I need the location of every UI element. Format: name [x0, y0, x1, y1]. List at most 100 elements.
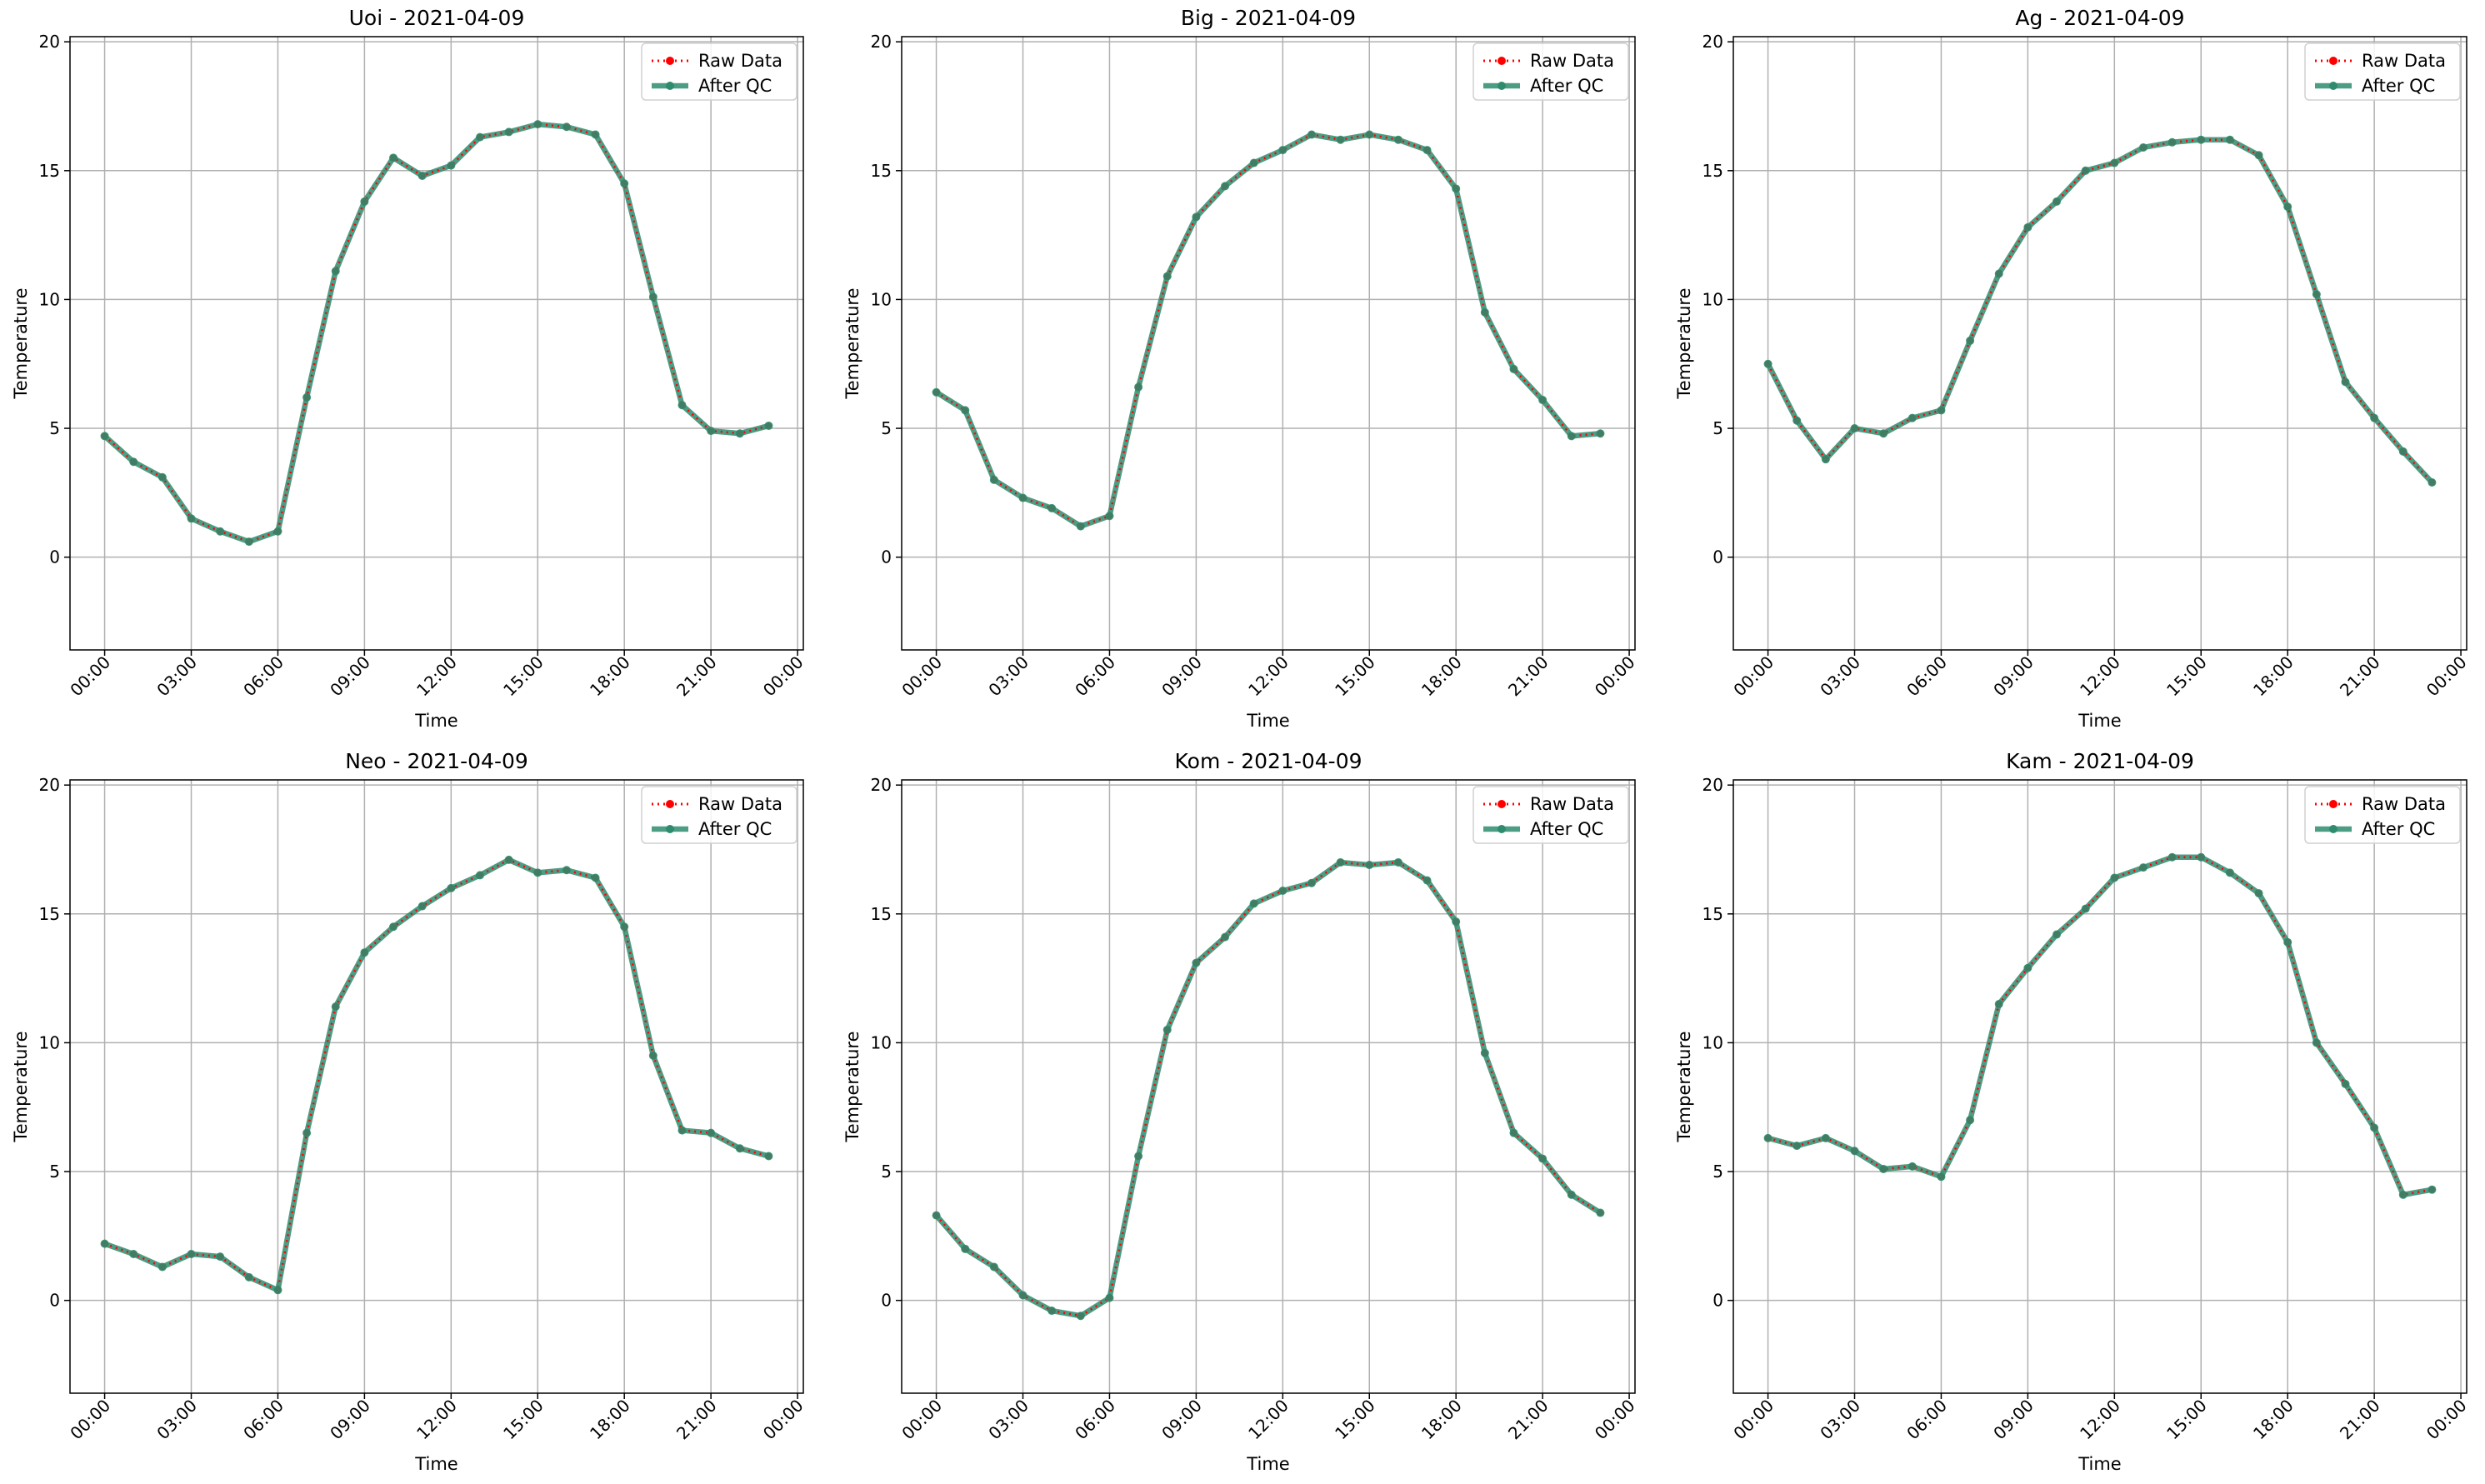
after-qc-point [1249, 158, 1258, 167]
x-tick-label: 06:00 [1071, 1396, 1119, 1444]
after-qc-line [103, 857, 770, 1293]
after-qc-point [1763, 359, 1772, 368]
y-tick-label: 5 [1712, 418, 1723, 438]
after-qc-point [2428, 1185, 2437, 1194]
legend: Raw Data After QC [1472, 786, 1629, 844]
y-tick-label: 20 [1702, 775, 1723, 795]
axes-frame [1732, 36, 2468, 651]
axes-frame [69, 779, 804, 1394]
x-tick-label: 15:00 [499, 652, 548, 701]
after-qc-point [2023, 963, 2032, 972]
after-qc-point [1105, 1293, 1114, 1302]
raw-data-line [104, 858, 769, 1292]
subplot-title: Big - 2021-04-09 [1181, 6, 1356, 30]
after-qc-point [158, 1262, 167, 1272]
after-qc-point [2225, 135, 2234, 144]
x-tick-label: 15:00 [499, 1396, 548, 1444]
x-tick-label: 12:00 [1244, 652, 1292, 701]
after-qc-point [1278, 146, 1288, 155]
subplot-1: 0 5 10 15 20 00:00 03:00 06:00 09:00 12:00 15:00 18… [842, 6, 1639, 731]
axes-frame [1732, 779, 2468, 1394]
x-tick-label: 18:00 [1418, 652, 1466, 701]
subplot-2: 0 5 10 15 20 00:00 03:00 06:00 09:00 12:00 15:00 18… [1674, 6, 2471, 731]
after-qc-point [2370, 413, 2379, 422]
after-qc-point [1792, 416, 1802, 425]
after-qc-point [360, 948, 369, 957]
after-qc-point [1452, 917, 1461, 927]
legend-qc-label: After QC [1530, 76, 1603, 96]
x-tick-label: 00:00 [1729, 1396, 1778, 1444]
after-qc-point [475, 132, 484, 142]
after-qc-point [1821, 1133, 1830, 1142]
after-qc-point [1994, 269, 2003, 278]
after-qc-point [1076, 522, 1085, 531]
y-tick-label: 10 [1702, 1032, 1723, 1052]
after-qc-point [1850, 1147, 1859, 1156]
after-qc-point [764, 421, 773, 430]
after-qc-point [1336, 857, 1345, 867]
after-qc-point [2138, 142, 2148, 152]
after-qc-point [2110, 873, 2119, 882]
after-qc-point [187, 514, 196, 523]
y-tick-label: 20 [871, 775, 892, 795]
y-tick-label: 15 [1702, 904, 1723, 924]
after-qc-point [2052, 930, 2062, 939]
legend-qc-label: After QC [1530, 819, 1603, 839]
after-qc-point [1538, 396, 1548, 405]
after-qc-point [1567, 1190, 1576, 1199]
x-axis-label: Time [2078, 711, 2121, 731]
legend-raw-marker [1498, 57, 1506, 65]
legend-raw-label: Raw Data [1530, 794, 1614, 814]
x-tick-label: 15:00 [1331, 652, 1379, 701]
x-tick-label: 00:00 [2422, 652, 2471, 701]
after-qc-point [2398, 447, 2408, 456]
y-tick-label: 15 [1702, 161, 1723, 181]
after-qc-point [1307, 878, 1316, 887]
after-qc-point [389, 153, 398, 162]
x-tick-label: 06:00 [239, 652, 288, 701]
x-tick-label: 12:00 [1244, 1396, 1292, 1444]
after-qc-point [1018, 1291, 1028, 1300]
after-qc-point [1596, 429, 1605, 438]
subplot-title: Kam - 2021-04-09 [2006, 749, 2194, 773]
after-qc-point [1393, 857, 1402, 867]
after-qc-point [2312, 1038, 2321, 1047]
legend-raw-marker [666, 57, 674, 65]
after-qc-point [418, 171, 427, 180]
after-qc-point [961, 406, 970, 415]
x-tick-label: 00:00 [759, 652, 808, 701]
after-qc-point [1567, 432, 1576, 441]
y-axis-label: Temperature [1674, 287, 1694, 399]
x-tick-label: 00:00 [1591, 652, 1639, 701]
x-tick-label: 03:00 [1816, 652, 1864, 701]
subplot-title: Neo - 2021-04-09 [345, 749, 528, 773]
x-tick-label: 18:00 [2249, 652, 2298, 701]
legend-qc-marker [666, 82, 674, 90]
y-tick-label: 10 [1702, 289, 1723, 309]
after-qc-point [591, 873, 600, 882]
after-qc-point [932, 1211, 941, 1220]
x-tick-label: 00:00 [898, 1396, 946, 1444]
after-qc-point [533, 120, 542, 129]
after-qc-point [2341, 377, 2350, 387]
after-qc-point [989, 475, 998, 484]
after-qc-point [591, 130, 600, 139]
after-qc-point [1763, 1133, 1772, 1142]
x-tick-label: 15:00 [2162, 1396, 2211, 1444]
x-tick-label: 03:00 [1816, 1396, 1864, 1444]
subplot-0: 0 5 10 15 20 00:00 03:00 06:00 09:00 12:00 15:00 18… [11, 6, 808, 731]
x-tick-label: 03:00 [152, 652, 201, 701]
x-tick-label: 00:00 [898, 652, 946, 701]
after-qc-point [2370, 1123, 2379, 1132]
after-qc-point [1018, 493, 1028, 502]
after-qc-point [100, 432, 109, 441]
legend: Raw Data After QC [641, 786, 798, 844]
after-qc-point [418, 902, 427, 911]
x-tick-label: 00:00 [66, 652, 114, 701]
x-tick-label: 12:00 [412, 652, 461, 701]
subplot-title: Kom - 2021-04-09 [1175, 749, 1362, 773]
y-tick-label: 15 [39, 161, 60, 181]
x-tick-label: 06:00 [239, 1396, 288, 1444]
after-qc-point [1908, 413, 1917, 422]
legend-raw-marker [2329, 800, 2338, 808]
